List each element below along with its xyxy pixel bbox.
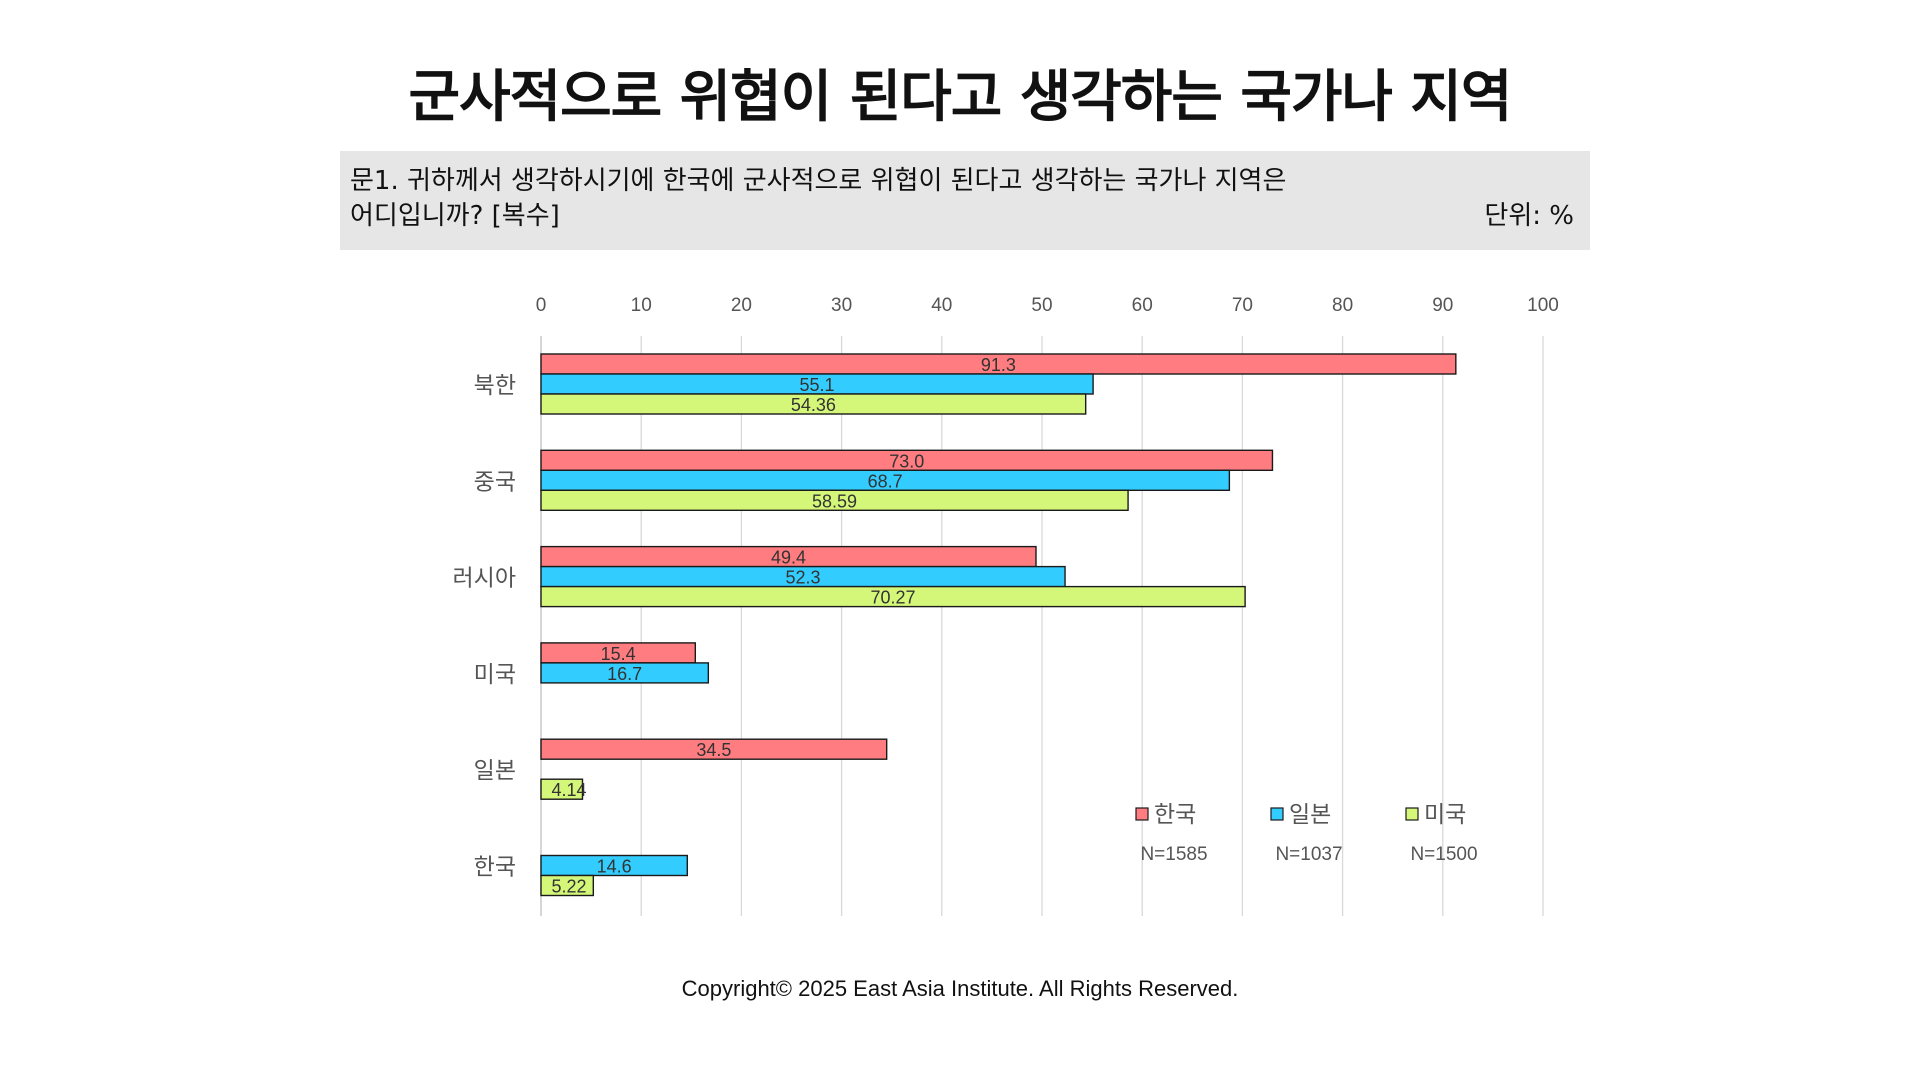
category-label: 북한 [474, 373, 516, 399]
legend-n: N=1585 [1140, 844, 1207, 865]
data-label: 55.1 [800, 375, 835, 395]
data-label: 15.4 [601, 644, 636, 664]
data-label: 49.4 [771, 548, 806, 568]
data-label: 52.3 [785, 568, 820, 588]
legend-swatch [1405, 807, 1419, 821]
data-label: 5.22 [551, 877, 586, 897]
data-label: 4.14 [551, 780, 586, 800]
legend-label: 미국 [1424, 802, 1466, 828]
x-tick-label: 20 [731, 295, 752, 316]
page-title: 군사적으로 위협이 된다고 생각하는 국가나 지역 [408, 65, 1513, 130]
data-label: 54.36 [791, 395, 836, 415]
x-tick-label: 60 [1132, 295, 1153, 316]
category-label: 미국 [474, 662, 516, 688]
legend-swatch [1270, 807, 1284, 821]
data-label: 91.3 [981, 355, 1016, 375]
data-label: 16.7 [607, 664, 642, 684]
data-label: 14.6 [597, 857, 632, 877]
question-line-2: 어디입니까? [복수] [350, 201, 560, 231]
copyright-notice: Copyright© 2025 East Asia Institute. All… [681, 976, 1239, 1001]
unit-label: 단위: % [1484, 201, 1574, 231]
legend-swatch [1135, 807, 1149, 821]
bar [540, 874, 595, 897]
category-label: 일본 [474, 758, 516, 784]
bar [540, 662, 710, 684]
data-label: 58.59 [812, 491, 857, 511]
x-tick-label: 50 [1031, 295, 1052, 316]
legend-label: 일본 [1289, 802, 1331, 828]
data-label: 68.7 [868, 471, 903, 491]
category-label: 러시아 [453, 566, 516, 592]
x-tick-label: 0 [536, 295, 547, 316]
bar [540, 489, 1129, 511]
legend-label: 한국 [1154, 802, 1196, 828]
bar [540, 778, 584, 800]
category-label: 중국 [474, 469, 516, 495]
data-label: 73.0 [889, 451, 924, 471]
x-tick-label: 10 [631, 295, 652, 316]
x-tick-label: 100 [1527, 295, 1559, 316]
data-label: 70.27 [871, 588, 916, 608]
category-label: 한국 [474, 855, 516, 881]
question-box: 문1. 귀하께서 생각하시기에 한국에 군사적으로 위협이 된다고 생각하는 국… [340, 151, 1590, 250]
x-tick-label: 40 [931, 295, 952, 316]
bar [540, 585, 1246, 608]
legend-n: N=1037 [1275, 844, 1342, 865]
bar [540, 738, 888, 760]
bar [540, 854, 688, 877]
question-text: 문1. 귀하께서 생각하시기에 한국에 군사적으로 위협이 된다고 생각하는 국… [350, 164, 1350, 234]
data-label: 34.5 [696, 740, 731, 760]
question-line-1: 문1. 귀하께서 생각하시기에 한국에 군사적으로 위협이 된다고 생각하는 국… [350, 166, 1287, 196]
x-tick-label: 30 [831, 295, 852, 316]
bar [540, 393, 1087, 415]
x-tick-label: 70 [1232, 295, 1253, 316]
legend-n: N=1500 [1410, 844, 1477, 865]
x-tick-label: 90 [1432, 295, 1453, 316]
x-tick-label: 80 [1332, 295, 1353, 316]
